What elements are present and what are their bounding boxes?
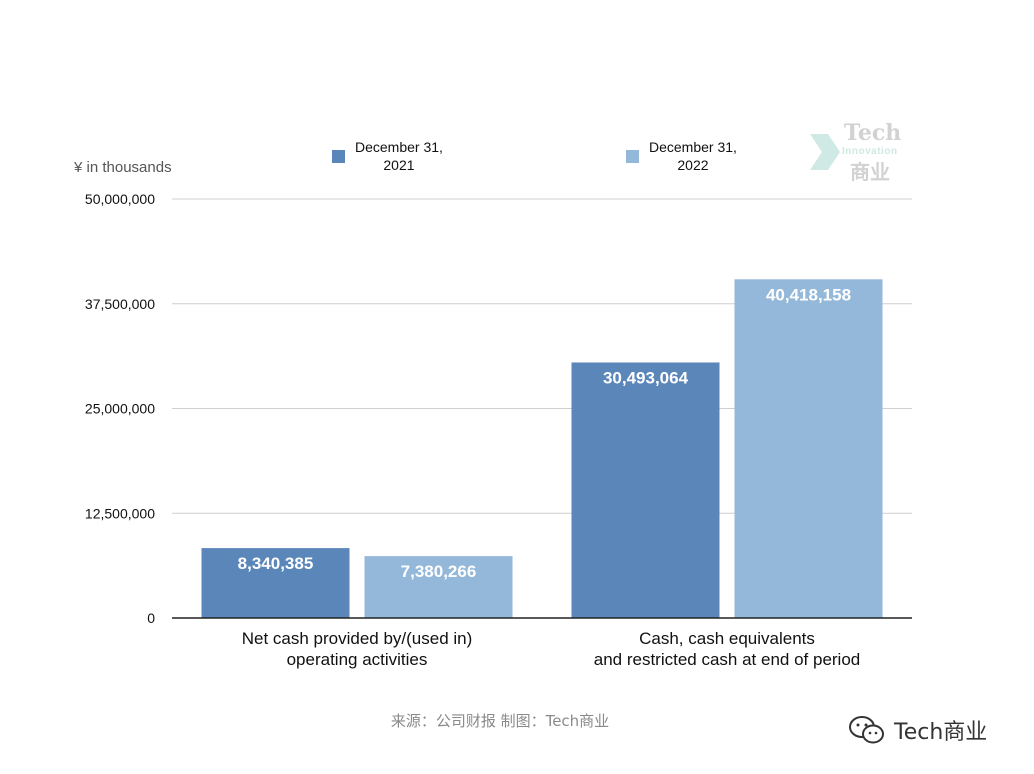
y-axis-unit-label: ¥ in thousands xyxy=(74,159,172,176)
watermark-text-innovation: Innovation xyxy=(842,146,898,157)
brand-text: Tech商业 xyxy=(894,720,988,745)
wechat-icon xyxy=(849,716,884,744)
watermark-arrow-icon xyxy=(810,134,840,170)
x-category-label: Net cash provided by/(used in) xyxy=(242,629,473,648)
watermark-logo: Tech Innovation 商业 xyxy=(808,120,918,184)
brand-mark: Tech商业 xyxy=(848,714,987,746)
legend-label-2022: December 31, 2022 xyxy=(649,139,737,173)
legend-item-2022: December 31, 2022 xyxy=(626,138,737,174)
legend-swatch-2021 xyxy=(332,149,345,163)
data-label: 8,340,385 xyxy=(238,554,314,573)
y-tick-label: 25,000,000 xyxy=(85,401,155,417)
x-category-label: Cash, cash equivalents xyxy=(639,629,815,648)
y-tick-label: 50,000,000 xyxy=(85,191,155,207)
legend-swatch-2022 xyxy=(626,149,639,163)
bar xyxy=(734,279,883,618)
watermark-text-tech: Tech xyxy=(844,120,902,146)
x-category-label: operating activities xyxy=(287,650,428,669)
source-caption: 来源：公司财报 制图：Tech商业 xyxy=(390,712,610,730)
legend-item-2021: December 31, 2021 xyxy=(332,138,443,174)
x-category-label: and restricted cash at end of period xyxy=(594,650,861,669)
y-tick-label: 0 xyxy=(147,610,155,626)
legend-label-2021: December 31, 2021 xyxy=(355,139,443,173)
bar xyxy=(364,556,513,618)
bar xyxy=(201,548,350,618)
data-label: 30,493,064 xyxy=(603,368,689,387)
y-tick-label: 12,500,000 xyxy=(85,505,155,521)
watermark-text-shangye: 商业 xyxy=(850,160,890,184)
data-label: 7,380,266 xyxy=(401,562,477,581)
bar xyxy=(571,362,720,618)
data-label: 40,418,158 xyxy=(766,285,851,304)
y-tick-label: 37,500,000 xyxy=(85,296,155,312)
